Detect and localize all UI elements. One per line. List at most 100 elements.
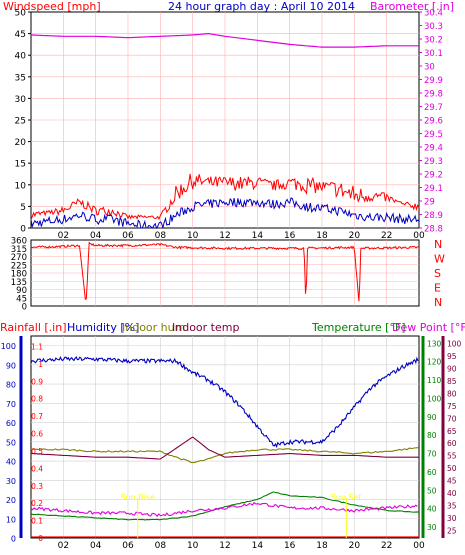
barometer-tick-label: 29.8: [424, 90, 443, 100]
humidity-tick-label: 40: [6, 458, 16, 467]
windspeed-axis-label: Windspeed [mph]: [3, 0, 101, 13]
top-panel-series: [30, 32, 420, 230]
rain-tick-label: 0.3: [31, 482, 43, 491]
barometer-tick-label: 28.8: [424, 225, 443, 235]
humidity-tick-label: 80: [6, 381, 16, 390]
temperature-tick-label: 90: [427, 413, 437, 422]
temperature-tick-label: 120: [427, 358, 442, 367]
x-tick-label: 06: [122, 231, 134, 241]
windspeed-tick-label: 40: [15, 52, 27, 62]
temperature-tick-label: 60: [427, 468, 437, 477]
dewpoint-tick-label: 45: [447, 477, 457, 486]
barometer-tick-label: 30.3: [424, 22, 443, 32]
dewpoint-tick-label: 90: [447, 364, 457, 373]
windspeed-tick-label: 45: [15, 30, 26, 40]
x-tick-label: 20: [349, 541, 361, 551]
compass-label: S: [434, 267, 441, 280]
barometer-tick-label: 30: [424, 63, 435, 73]
average-wind-line: [30, 197, 420, 230]
direction-tick-label: 45: [16, 294, 27, 304]
windspeed-line: [30, 173, 420, 221]
barometer-axis-ticks: 28.8 28.9 29 29.1 29.2 29.3 29.4 29.5 29.6 29.7 29…: [419, 9, 443, 235]
x-tick-label: 20: [349, 231, 361, 241]
x-tick-label: 10: [187, 231, 199, 241]
legend-dewpoint: Dew Point [°F]: [392, 321, 465, 334]
humidity-tick-label: 30: [6, 477, 16, 486]
barometer-line: [30, 32, 419, 48]
bottom-panel-grid: [31, 336, 419, 538]
x-tick-label: 18: [316, 541, 328, 551]
x-tick-label: 12: [219, 541, 230, 551]
humidity-tick-label: 10: [6, 515, 16, 524]
x-tick-label: 06: [122, 541, 134, 551]
x-tick-label: 14: [252, 231, 264, 241]
barometer-tick-label: 29.4: [424, 144, 443, 154]
rain-tick-label: 0.9: [31, 377, 43, 386]
rain-tick-label: 0.2: [31, 499, 43, 508]
legend-indoor-hum: Indoor hum: [122, 321, 185, 334]
windspeed-tick-label: 5: [20, 203, 26, 213]
bottom-panel-axes: 0 10 20 30 40 50 60 70 80 90 100 0 0.1 0.2 0.3 0.4 0.5 0.…: [1, 336, 462, 544]
x-tick-label: 14: [252, 541, 264, 551]
x-tick-label: 10: [187, 541, 199, 551]
x-tick-label: 18: [316, 231, 328, 241]
direction-tick-label: 90: [16, 286, 27, 296]
dewpoint-line: [30, 501, 418, 518]
windspeed-tick-label: 35: [15, 73, 26, 83]
dewpoint-tick-label: 95: [447, 352, 457, 361]
barometer-tick-label: 30.2: [424, 36, 443, 46]
humidity-tick-label: 0: [11, 535, 16, 544]
x-tick-label: 22: [381, 231, 392, 241]
x-tick-label: 16: [284, 231, 296, 241]
temperature-tick-label: 130: [427, 339, 442, 348]
legend-temperature: Temperature [°F]: [311, 321, 406, 334]
dewpoint-tick-label: 70: [447, 414, 457, 423]
temperature-tick-label: 110: [427, 376, 442, 385]
x-tick-label: 12: [219, 231, 230, 241]
dewpoint-tick-label: 25: [447, 527, 457, 536]
rain-tick-label: 0: [38, 534, 43, 543]
x-tick-label: 08: [155, 231, 167, 241]
top-x-axis-ticks: 02 04 06 08 10 12 14 16 18 20 22 00: [58, 231, 425, 241]
chart-title: 24 hour graph day : April 10 2014: [168, 0, 355, 13]
direction-tick-label: 135: [11, 278, 27, 288]
humidity-tick-label: 90: [6, 361, 16, 370]
direction-tick-label: 0: [22, 303, 27, 313]
legend-rainfall: Rainfall [.in]: [0, 321, 67, 334]
temperature-tick-label: 80: [427, 431, 437, 440]
bottom-panel: 010203040506070809010000.10.20.30.40.50.…: [1, 335, 462, 551]
x-tick-label: 08: [155, 541, 167, 551]
bottom-panel-series: Sun Rise Sun Set: [30, 355, 420, 538]
direction-line: [30, 241, 419, 302]
barometer-tick-label: 29.7: [424, 103, 443, 113]
rain-tick-label: 0.7: [31, 412, 43, 421]
direction-tick-label: 270: [11, 253, 27, 263]
x-tick-label: 02: [58, 541, 69, 551]
humidity-tick-label: 20: [6, 496, 16, 505]
direction-tick-label: 360: [11, 237, 27, 247]
windspeed-tick-label: 50: [15, 9, 27, 19]
x-tick-label: 02: [58, 231, 69, 241]
barometer-tick-label: 29.6: [424, 117, 443, 127]
barometer-tick-label: 29.1: [424, 184, 443, 194]
humidity-tick-label: 100: [1, 342, 16, 351]
rain-tick-label: 0.5: [31, 447, 43, 456]
direction-series: [30, 241, 419, 302]
windspeed-tick-label: 15: [15, 160, 26, 170]
sunrise-label: Sun Rise: [120, 493, 155, 502]
direction-tick-label: 180: [11, 270, 27, 280]
barometer-axis-label: Barometer [.in]: [370, 0, 454, 13]
temperature-tick-label: 30: [427, 523, 437, 532]
indoor-temperature-line: [30, 436, 419, 460]
humidity-line: [30, 355, 419, 449]
x-tick-label: 00: [413, 541, 425, 551]
bottom-legend: Rainfall [.in] Humidity [%] Indoor hum I…: [0, 321, 465, 334]
rain-tick-label: 0.6: [31, 430, 43, 439]
bottom-x-axis-ticks: 02 04 06 08 10 12 14 16 18 20 22 00: [58, 541, 425, 551]
dewpoint-tick-label: 35: [447, 502, 457, 511]
direction-tick-label: 225: [11, 261, 27, 271]
x-tick-label: 00: [413, 231, 425, 241]
